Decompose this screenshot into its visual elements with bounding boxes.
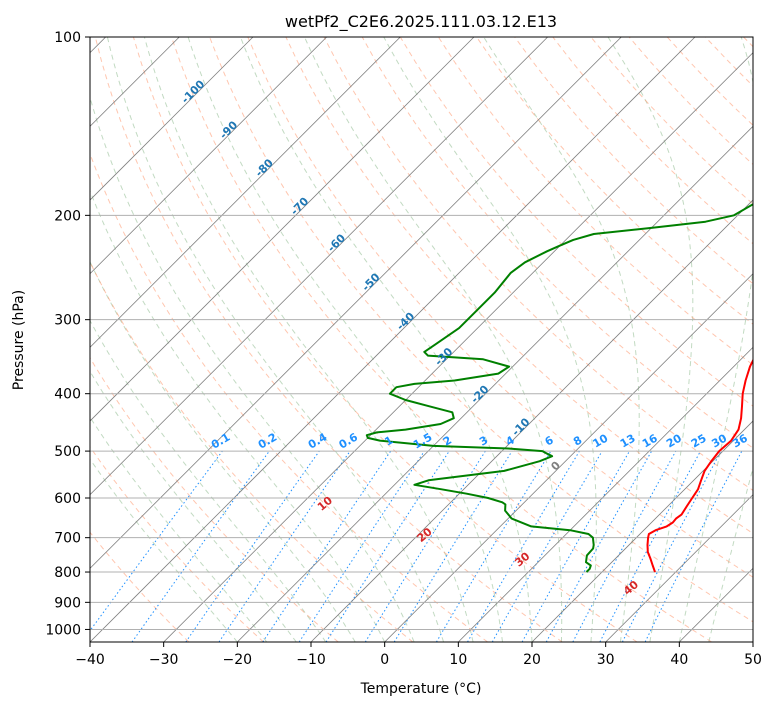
mixing-ratio-line bbox=[572, 450, 677, 642]
y-tick-label: 100 bbox=[54, 30, 81, 46]
dry-adiabat-line bbox=[361, 37, 753, 449]
x-tick-label: 30 bbox=[597, 652, 615, 668]
dry-adiabat-line bbox=[90, 531, 190, 642]
dry-adiabat-line bbox=[514, 37, 753, 285]
isotherm-line bbox=[90, 37, 622, 569]
x-axis-title: Temperature (°C) bbox=[360, 681, 482, 697]
mixing-ratio-line bbox=[325, 450, 450, 642]
x-tick-label: −20 bbox=[223, 652, 253, 668]
x-axis: −40 −30 −20 −10 0 10 20 30 40 50 bbox=[75, 642, 762, 668]
profile-series bbox=[365, 203, 753, 573]
isotherm-line bbox=[90, 37, 696, 642]
x-tick-label: −30 bbox=[149, 652, 179, 668]
isotherm-line bbox=[605, 494, 753, 642]
isotherm-line bbox=[237, 125, 753, 642]
mixing-ratio-line bbox=[393, 450, 513, 642]
chart-title: wetPf2_C2E6.2025.111.03.12.E13 bbox=[285, 12, 557, 32]
y-tick-label: 500 bbox=[54, 444, 81, 460]
moist-adiabat-line bbox=[304, 37, 563, 642]
mixing-ratio-line bbox=[90, 450, 223, 632]
dry-adiabat-line bbox=[90, 152, 488, 642]
dewpoint-profile-line bbox=[365, 203, 753, 573]
moist-adiabat-line bbox=[90, 458, 238, 642]
skewed-isotherms bbox=[90, 37, 753, 642]
isotherm-line bbox=[531, 420, 753, 642]
x-tick-label: 20 bbox=[523, 652, 541, 668]
moist-adiabat-line bbox=[90, 370, 297, 642]
moist-adiabat-line bbox=[483, 37, 640, 642]
moist-adiabat-line bbox=[143, 37, 474, 642]
mixing-ratio-line bbox=[262, 450, 392, 642]
dry-adiabat-line bbox=[90, 356, 339, 642]
x-tick-label: 50 bbox=[744, 652, 762, 668]
moist-adiabat-line bbox=[240, 37, 533, 642]
plot-frame bbox=[89, 36, 754, 643]
dry-adiabat-line bbox=[171, 37, 712, 642]
isotherm-line bbox=[90, 37, 475, 422]
mixing-ratio-line bbox=[298, 450, 425, 642]
y-tick-label: 600 bbox=[54, 491, 81, 507]
y-tick-label: 400 bbox=[54, 387, 81, 403]
y-tick-label: 700 bbox=[54, 531, 81, 547]
isotherm-line bbox=[384, 273, 753, 642]
moist-adiabat-line bbox=[383, 37, 597, 642]
isotherm-line bbox=[458, 346, 753, 642]
mixing-ratio-line bbox=[218, 450, 351, 642]
x-tick-label: −40 bbox=[75, 652, 105, 668]
x-tick-label: 10 bbox=[449, 652, 467, 668]
mixing-ratio-line bbox=[644, 450, 743, 642]
y-tick-label: 800 bbox=[54, 565, 81, 581]
x-tick-label: 0 bbox=[380, 652, 389, 668]
mixing-ratio-line bbox=[521, 450, 630, 642]
y-tick-label: 1000 bbox=[45, 622, 81, 638]
y-axis: 100 200 300 400 500 600 700 800 900 1000 bbox=[45, 30, 90, 638]
x-tick-label: −10 bbox=[296, 652, 326, 668]
isotherm-line bbox=[90, 37, 401, 348]
temperature-profile-line bbox=[646, 358, 753, 573]
x-tick-label: 40 bbox=[670, 652, 688, 668]
dry-adiabat-line bbox=[399, 37, 753, 407]
isotherm-line bbox=[90, 37, 254, 201]
y-axis-title: Pressure (hPa) bbox=[11, 290, 27, 390]
y-tick-label: 900 bbox=[54, 595, 81, 611]
moist-adiabat-line bbox=[90, 416, 268, 642]
dry-adiabat-line bbox=[247, 37, 753, 578]
dry-adiabat-line bbox=[90, 446, 264, 642]
pressure-gridlines bbox=[90, 37, 753, 630]
isotherm-line bbox=[163, 52, 753, 642]
isotherm-line bbox=[310, 199, 753, 642]
dry-adiabat-line bbox=[209, 37, 753, 623]
moist-adiabat-line bbox=[607, 37, 694, 642]
mixing-ratio-line bbox=[185, 450, 320, 642]
isotherm-line bbox=[90, 37, 548, 496]
moist-adiabat-line bbox=[106, 37, 445, 642]
y-tick-label: 300 bbox=[54, 313, 81, 329]
moist-adiabat-line bbox=[187, 37, 503, 642]
mixing-ratio-line bbox=[131, 450, 270, 642]
dry-adiabats bbox=[90, 37, 753, 642]
dry-adiabat-line bbox=[94, 37, 563, 642]
isotherm-line bbox=[90, 37, 327, 275]
y-tick-label: 200 bbox=[54, 208, 81, 224]
